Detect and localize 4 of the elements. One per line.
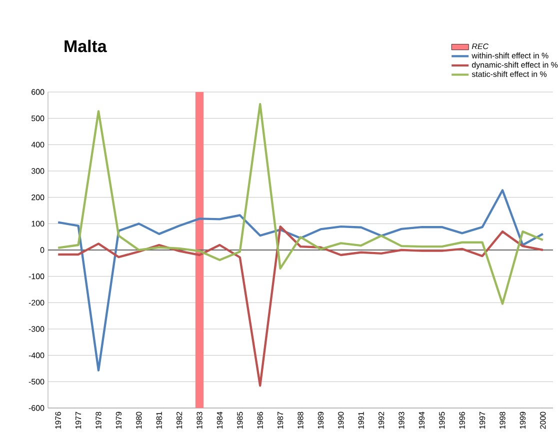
chart-title: Malta xyxy=(64,40,107,52)
line-series xyxy=(57,103,544,305)
line-series xyxy=(57,225,544,387)
line-series xyxy=(57,189,544,372)
